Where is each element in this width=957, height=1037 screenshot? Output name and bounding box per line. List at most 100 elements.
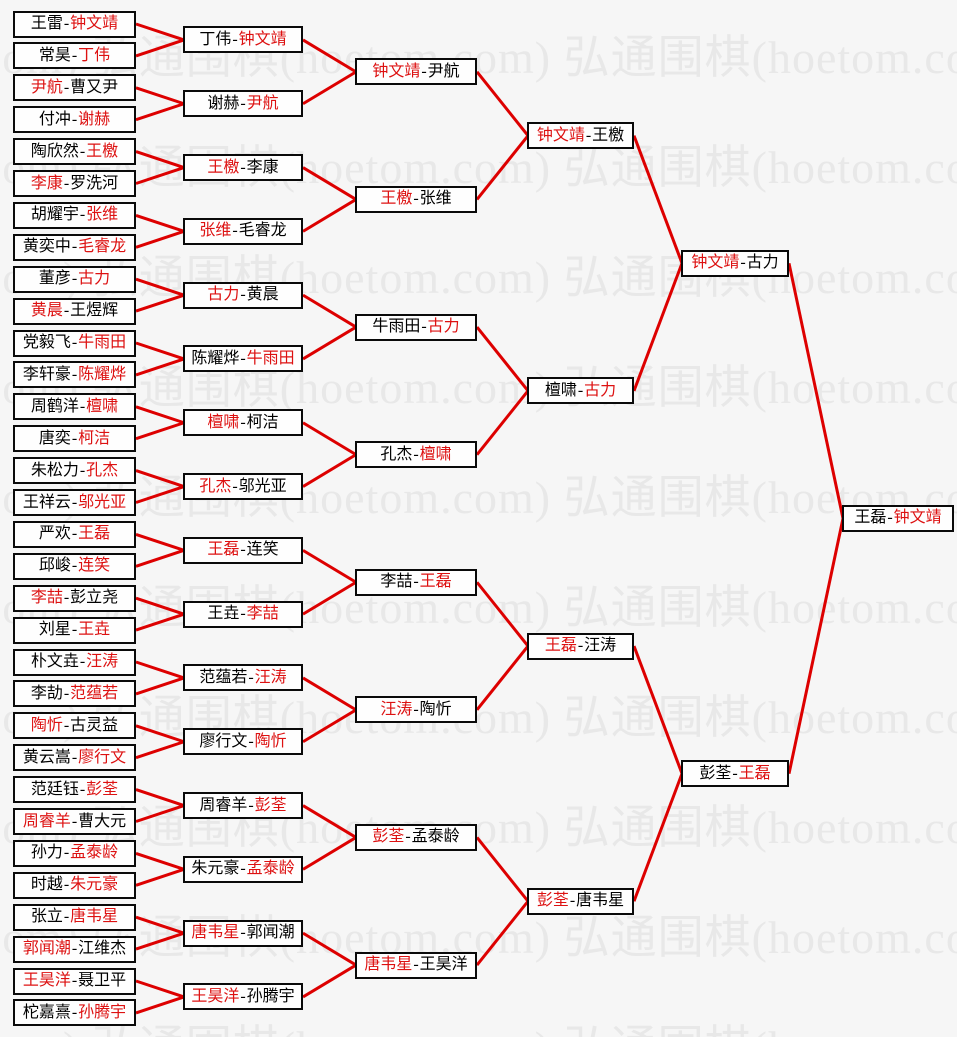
match-separator: -: [413, 700, 419, 718]
match-box-r1-2: 常昊 - 丁伟: [13, 42, 136, 70]
player-name: 时越: [30, 876, 63, 894]
connector-line: [302, 580, 357, 616]
connector-line: [135, 596, 185, 616]
watermark-text: 弘通围棋(hoetom.com) 弘通围棋(hoetom.com) 弘通围棋(h…: [0, 912, 957, 963]
winner-name: 古力: [584, 381, 617, 399]
match-separator: -: [232, 477, 238, 495]
connector-line: [475, 645, 530, 711]
connector-line: [787, 518, 845, 774]
winner-name: 唐韦星: [364, 956, 413, 974]
player-name: 周睿羊: [199, 796, 248, 814]
player-name: 王祥云: [22, 493, 71, 511]
winner-name: 范蕴若: [70, 684, 119, 702]
match-separator: -: [79, 461, 86, 479]
match-separator: -: [413, 190, 419, 208]
match-box-r1-21: 朴文垚 - 汪涛: [13, 648, 136, 676]
player-name: 李喆: [380, 573, 413, 591]
match-separator: -: [413, 445, 419, 463]
winner-name: 钟文靖: [893, 509, 942, 527]
match-box-r2-13: 周睿羊 - 彭荃: [183, 792, 303, 820]
connector-line: [135, 660, 185, 680]
connector-line: [632, 773, 684, 902]
player-name: 郭闻潮: [246, 924, 295, 942]
player-name: 柯洁: [246, 413, 279, 431]
match-separator: -: [71, 940, 78, 958]
watermark-text: 弘通围棋(hoetom.com) 弘通围棋(hoetom.com) 弘通围棋(h…: [0, 1022, 957, 1037]
player-name: 古力: [746, 254, 779, 272]
match-separator: -: [63, 876, 70, 894]
match-separator: -: [577, 637, 584, 655]
connector-line: [135, 788, 185, 807]
winner-name: 丁伟: [78, 46, 111, 64]
connector-line: [135, 851, 185, 871]
connector-line: [135, 867, 185, 887]
connector-line: [475, 900, 530, 966]
player-name: 江维杰: [78, 940, 127, 958]
match-separator: -: [79, 397, 86, 415]
match-box-r1-11: 党毅飞 - 牛雨田: [13, 329, 136, 357]
player-name: 罗洗河: [70, 174, 119, 192]
match-separator: -: [71, 46, 78, 64]
player-name: 孔杰: [380, 445, 413, 463]
match-separator: -: [79, 142, 86, 160]
player-name: 王垚: [207, 605, 240, 623]
match-separator: -: [240, 349, 246, 367]
winner-name: 王昊洋: [22, 972, 71, 989]
match-separator: -: [71, 557, 78, 575]
match-box-r2-15: 唐韦星 - 郭闻潮: [183, 919, 303, 947]
match-box-r2-1: 丁伟 - 钟文靖: [183, 26, 303, 54]
winner-name: 孔杰: [199, 477, 232, 495]
player-name: 檀啸: [544, 381, 577, 399]
match-box-r6-1: 王磊 - 钟文靖: [842, 504, 954, 532]
match-separator: -: [740, 254, 746, 272]
match-box-r5-2: 彭荃 - 王磊: [681, 760, 789, 788]
player-name: 李轩豪: [22, 365, 71, 383]
match-box-r2-6: 陈耀烨 - 牛雨田: [183, 345, 303, 373]
connector-line: [135, 357, 185, 377]
winner-name: 汪涛: [380, 700, 413, 718]
connector-line: [632, 262, 684, 392]
connector-line: [475, 581, 530, 647]
connector-line: [135, 724, 185, 744]
winner-name: 张维: [86, 206, 119, 224]
match-separator: -: [71, 493, 78, 511]
match-box-r1-3: 尹航 - 曹又尹: [13, 74, 136, 102]
winner-name: 王磊: [419, 573, 452, 591]
player-name: 范廷钰: [30, 780, 79, 798]
match-separator: -: [71, 429, 78, 447]
player-name: 董彦: [38, 270, 71, 288]
match-separator: -: [240, 860, 246, 878]
match-box-r1-25: 范廷钰 - 彭荃: [13, 776, 136, 804]
winner-name: 王磊: [207, 541, 240, 559]
winner-name: 尹航: [30, 78, 63, 96]
match-separator: -: [71, 748, 78, 766]
match-box-r2-4: 张维 - 毛睿龙: [183, 217, 303, 245]
player-name: 彭立尧: [70, 589, 119, 607]
connector-line: [135, 548, 185, 568]
match-separator: -: [71, 365, 78, 383]
watermark-text: 弘通围棋(hoetom.com) 弘通围棋(hoetom.com) 弘通围棋(h…: [0, 472, 957, 523]
connector-line: [302, 836, 357, 871]
winner-name: 古力: [207, 286, 240, 304]
match-separator: -: [240, 286, 246, 304]
match-separator: -: [71, 812, 78, 830]
match-box-r1-23: 陶忻 - 古灵益: [13, 712, 136, 740]
match-separator: -: [71, 972, 78, 989]
match-box-r4-4: 彭荃 - 唐韦星: [527, 887, 634, 915]
match-separator: -: [421, 62, 427, 80]
connector-line: [135, 612, 185, 632]
player-name: 廖行文: [199, 732, 248, 750]
match-box-r2-12: 廖行文 - 陶忻: [183, 728, 303, 756]
winner-name: 王昊洋: [191, 987, 240, 1005]
winner-name: 檀啸: [419, 445, 452, 463]
connector-line: [135, 213, 185, 233]
match-separator: -: [413, 573, 419, 591]
match-separator: -: [71, 334, 78, 351]
player-name: 朱松力: [30, 461, 79, 479]
winner-name: 王檄: [86, 142, 119, 160]
match-separator: -: [240, 605, 246, 623]
player-name: 王煜辉: [70, 302, 119, 320]
player-name: 陈耀烨: [191, 349, 240, 367]
match-separator: -: [240, 158, 246, 176]
